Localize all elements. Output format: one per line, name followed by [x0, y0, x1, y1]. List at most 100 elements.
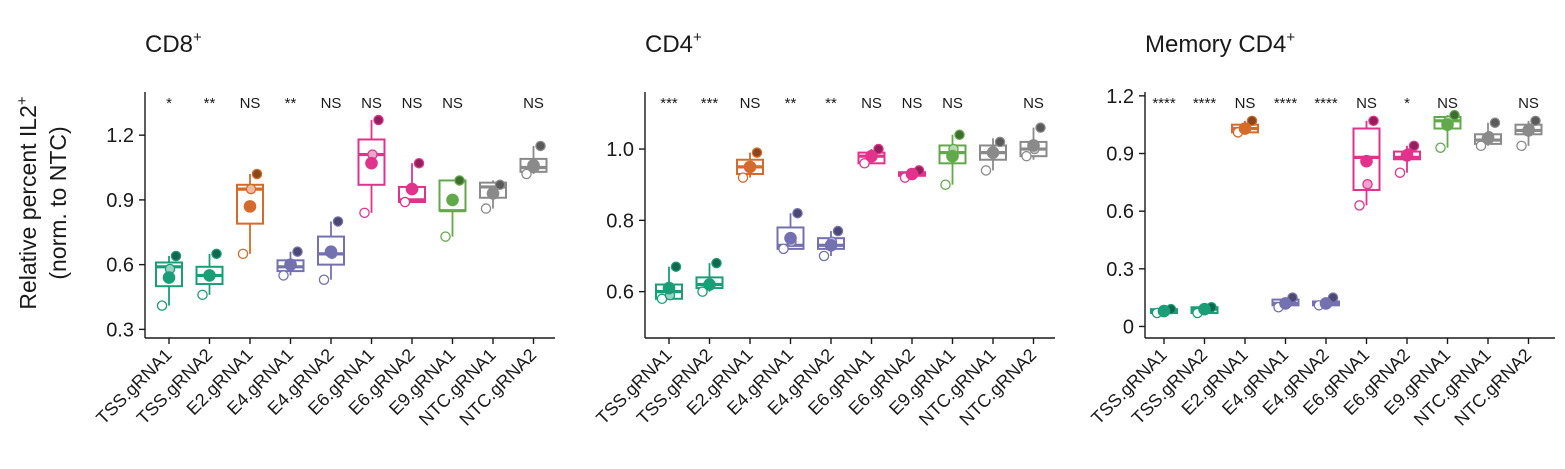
mean-point [324, 245, 338, 258]
mean-point [784, 231, 797, 245]
data-point [170, 250, 182, 262]
mean-point [365, 156, 378, 170]
significance-label: * [166, 95, 172, 112]
mean-point [1279, 297, 1292, 310]
data-point [1021, 150, 1032, 162]
significance-label: NS [1356, 95, 1377, 112]
data-point [818, 250, 830, 262]
significance-label: NS [1023, 95, 1044, 112]
y-tick-label: 1.2 [106, 125, 134, 147]
significance-label: ** [825, 95, 837, 112]
mean-point [284, 258, 297, 271]
y-tick-label: 0.8 [606, 210, 634, 232]
svg-text:Relative percent IL2+: Relative percent IL2+ [14, 96, 41, 310]
panel-memory-cd4: Memory CD4+00.30.60.91.2TSS.gRNA1****TSS… [1087, 29, 1555, 430]
mean-point [1441, 118, 1454, 131]
panel-cd8: CD8+0.30.60.91.2TSS.gRNA1*TSS.gRNA2**E2.… [92, 29, 555, 430]
data-point [399, 196, 411, 208]
chart-title-superscript: + [693, 29, 702, 46]
y-axis-label-main: Relative percent IL2 [15, 105, 41, 310]
significance-label: *** [660, 95, 678, 112]
data-point [454, 175, 465, 186]
significance-label: ** [785, 95, 797, 112]
data-point [792, 207, 803, 219]
y-tick-label: 1.0 [606, 139, 634, 161]
data-point [373, 114, 384, 126]
data-point [1368, 115, 1379, 127]
chart-title-superscript: + [193, 29, 202, 46]
data-point [778, 243, 789, 255]
chart-title-superscript: + [1286, 29, 1295, 46]
mean-point [905, 167, 919, 181]
mean-point [743, 160, 757, 174]
mean-point [203, 269, 216, 282]
data-point [1362, 178, 1373, 190]
significance-label: NS [902, 95, 923, 112]
data-point [980, 165, 992, 176]
data-point [1354, 200, 1365, 211]
significance-label: NS [740, 95, 761, 112]
y-tick-label: 1.2 [1106, 86, 1134, 108]
significance-label: * [1404, 95, 1410, 112]
mean-point [1027, 139, 1040, 152]
data-point [535, 140, 546, 152]
data-point [1408, 140, 1420, 152]
mean-point [1522, 124, 1535, 137]
mean-point [1360, 154, 1373, 168]
data-point [332, 216, 344, 227]
mean-point [986, 146, 1000, 159]
significance-label: NS [321, 95, 342, 112]
y-tick-label: 0.9 [106, 190, 134, 212]
data-point [480, 203, 492, 214]
mean-point [824, 239, 838, 252]
chart-title: CD4+ [645, 29, 702, 58]
data-point [211, 248, 222, 260]
mean-point [527, 159, 540, 172]
mean-point [865, 149, 878, 163]
chart-title-text: Memory CD4 [1145, 31, 1286, 58]
significance-label: ** [285, 95, 297, 112]
data-point [711, 257, 722, 269]
data-point [494, 179, 506, 191]
data-point [751, 147, 763, 158]
significance-label: **** [1274, 95, 1298, 112]
mean-point [662, 281, 676, 295]
mean-point [405, 182, 419, 196]
mean-point [486, 187, 500, 200]
mean-point [703, 278, 716, 291]
data-point [245, 183, 257, 195]
data-point [670, 261, 682, 272]
y-tick-label: 0 [1123, 316, 1134, 338]
significance-label: **** [1314, 95, 1338, 112]
data-point [859, 158, 870, 169]
significance-label: NS [402, 95, 423, 112]
y-tick-label: 0.3 [106, 319, 134, 341]
data-point [832, 225, 844, 237]
data-point [873, 143, 884, 155]
y-axis-label-sub: (norm. to NTC) [45, 126, 71, 279]
data-point [1435, 142, 1446, 153]
data-point [292, 246, 303, 257]
y-tick-label: 0.6 [106, 255, 134, 277]
mean-point [1238, 122, 1252, 135]
significance-label: NS [1518, 95, 1539, 112]
data-point [359, 207, 370, 219]
data-point [1489, 117, 1501, 129]
significance-label: NS [1437, 95, 1458, 112]
y-tick-label: 0.3 [1106, 259, 1134, 281]
chart-title-text: CD8 [145, 31, 193, 58]
significance-label: **** [1193, 95, 1217, 112]
y-tick-label: 0.6 [1106, 201, 1134, 223]
significance-label: NS [361, 95, 382, 112]
data-point [1246, 115, 1258, 127]
mean-point [162, 271, 176, 284]
data-point [1530, 115, 1541, 127]
mean-point [1157, 304, 1171, 318]
mean-point [1198, 302, 1211, 316]
mean-point [243, 200, 257, 213]
data-point [1516, 140, 1527, 152]
data-point [440, 231, 451, 242]
data-point [237, 248, 249, 260]
data-point [251, 168, 263, 180]
